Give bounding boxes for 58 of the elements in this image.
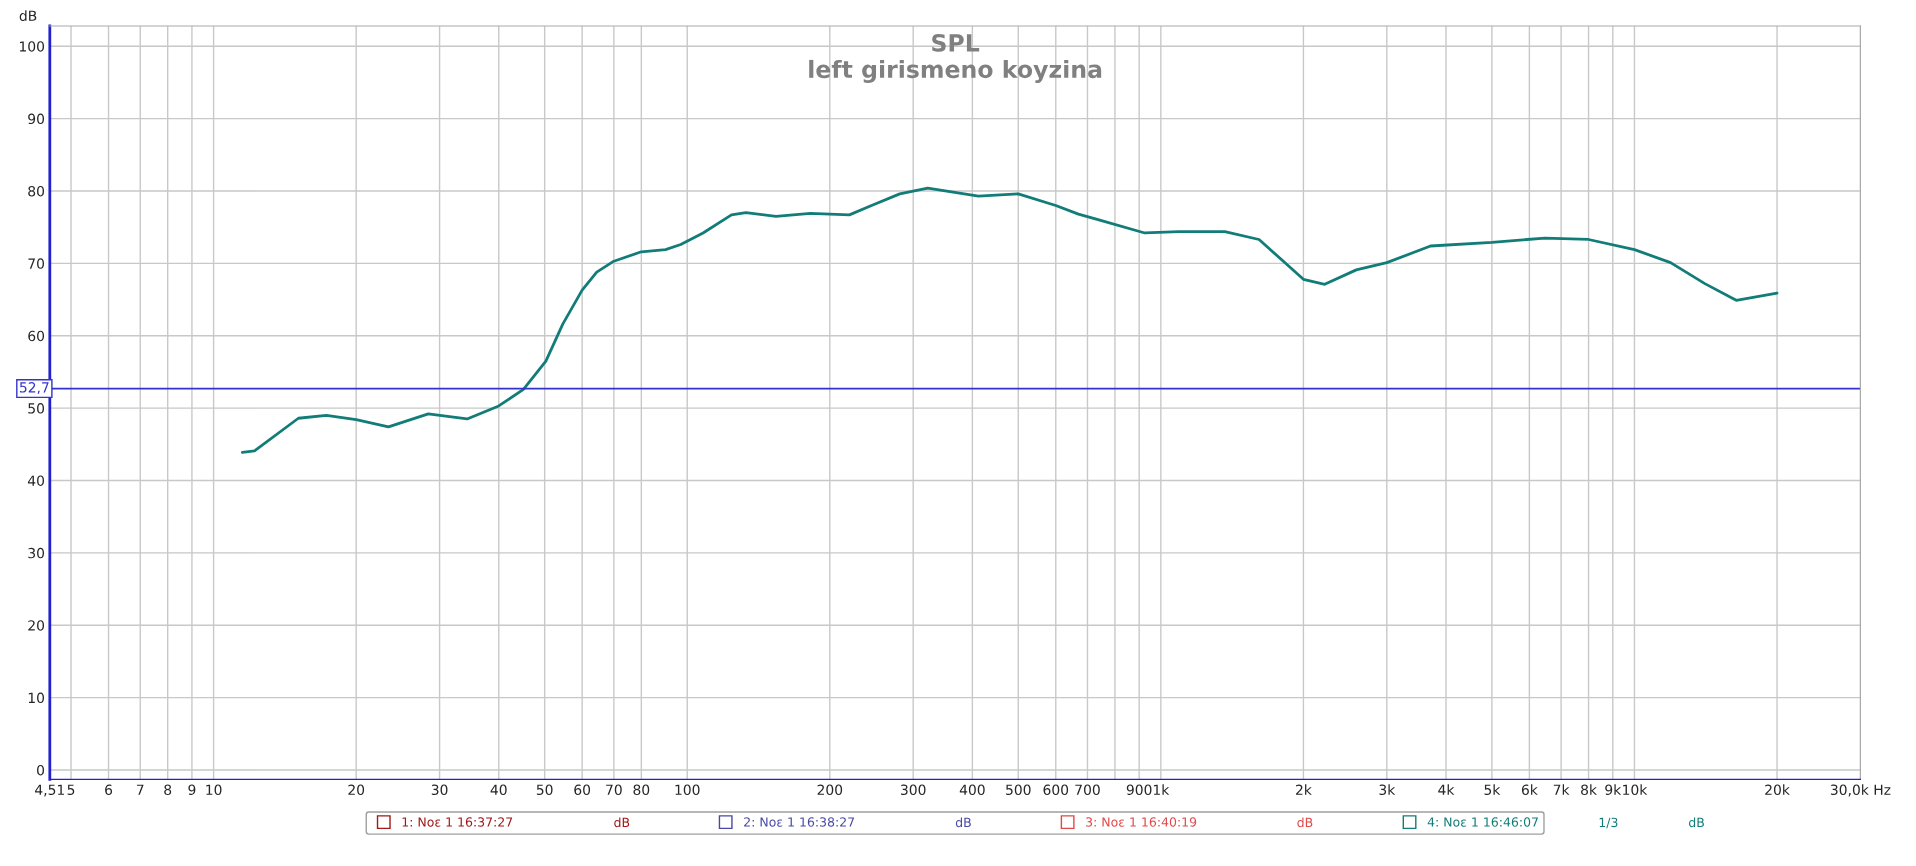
x-tick-label: 6 xyxy=(105,784,113,796)
x-tick-label: 20k xyxy=(1765,784,1790,796)
y-tick-label: 90 xyxy=(28,113,45,125)
x-tick-label: 70 xyxy=(606,784,622,796)
x-tick-label: 40 xyxy=(490,784,507,796)
y-tick-label: 80 xyxy=(28,185,45,197)
x-tick-label: 5 xyxy=(67,784,75,796)
x-tick-label: 9 xyxy=(188,784,196,796)
x-tick-label: 50 xyxy=(536,784,553,796)
x-tick-label: 10k xyxy=(1623,784,1648,796)
x-tick-label: 9k xyxy=(1605,784,1622,796)
text: 1/3 xyxy=(1599,817,1618,829)
y-tick-label: 10 xyxy=(28,692,45,704)
x-tick-label: 8 xyxy=(164,784,172,796)
text: dB xyxy=(1297,817,1313,828)
y-tick-label: 60 xyxy=(28,330,45,342)
y-tick-label: 20 xyxy=(28,620,45,631)
x-tick-label: 500 xyxy=(1006,784,1031,796)
x-tick-label: 10 xyxy=(206,784,222,796)
x-tick-label: 7k xyxy=(1553,784,1570,795)
x-tick-label: 4,51 xyxy=(35,784,64,797)
y-axis-title: dB xyxy=(19,10,37,22)
x-tick-label: 300 xyxy=(901,784,926,796)
x-tick-label: 2k xyxy=(1295,784,1312,795)
x-tick-label: 6k xyxy=(1521,784,1538,796)
chart-title: SPL xyxy=(932,33,980,52)
legend-label: 2: Νοε 1 16:38:27 xyxy=(744,817,855,827)
x-tick-label: 7 xyxy=(136,784,144,795)
y-tick-label: 0 xyxy=(37,764,45,776)
legend-label: 3: Νοε 1 16:40:19 xyxy=(1086,817,1197,827)
x-tick-label: 400 xyxy=(959,784,985,796)
x-tick-label: 200 xyxy=(817,784,843,796)
x-tick-label: 4k xyxy=(1438,784,1455,795)
text: left girismeno koyzina xyxy=(809,59,1102,83)
x-tick-label: 30,0k Hz xyxy=(1830,784,1891,797)
x-tick-label: 5k xyxy=(1484,784,1501,796)
y-tick-label: 40 xyxy=(27,475,45,486)
x-tick-label: 20 xyxy=(348,784,365,796)
y-tick-label: 30 xyxy=(28,547,45,559)
x-tick-label: 60 xyxy=(574,784,591,796)
text: dB xyxy=(1689,817,1704,828)
x-tick-label: 8k xyxy=(1581,784,1597,796)
x-tick-label: 80 xyxy=(633,784,650,796)
x-tick-label: 900 xyxy=(1126,784,1152,796)
x-tick-label: 100 xyxy=(675,784,700,796)
y-tick-label: 100 xyxy=(19,41,45,52)
legend-label: 1: Νοε 1 16:37:27 xyxy=(402,817,513,827)
x-tick-label: 600 xyxy=(1043,784,1069,796)
x-tick-label: 3k xyxy=(1379,784,1396,796)
x-tick-label: 700 xyxy=(1075,784,1100,796)
y-tick-label: 70 xyxy=(28,258,45,269)
text: dB xyxy=(614,817,630,828)
x-tick-label: 30 xyxy=(431,784,448,796)
x-tick-label: 1k xyxy=(1153,784,1170,795)
ref-line-label: 52,7 xyxy=(19,382,49,395)
y-tick-label: 50 xyxy=(28,403,45,414)
legend-label: 4: Νοε 1 16:46:07 xyxy=(1427,817,1538,827)
text: dB xyxy=(955,817,971,828)
